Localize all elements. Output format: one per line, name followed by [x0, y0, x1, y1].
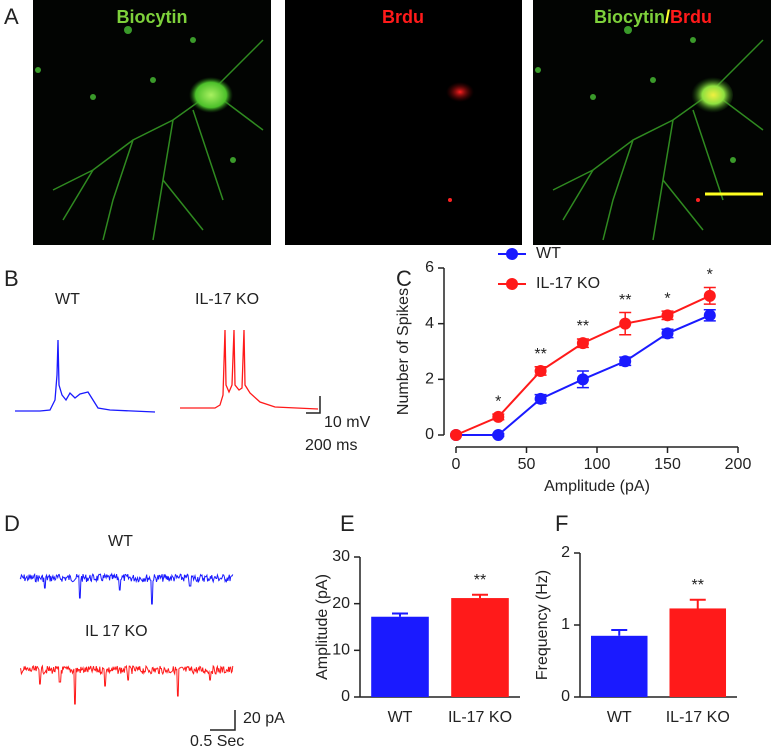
legend-marker — [506, 278, 518, 290]
x-tick-label: WT — [607, 709, 632, 726]
trace-label: WT — [55, 291, 80, 308]
legend-label: IL-17 KO — [536, 275, 600, 292]
y-axis-label: Number of Spikes — [395, 288, 412, 415]
image-title: Biocytin — [116, 7, 187, 27]
y-tick-label: 0 — [561, 688, 570, 705]
trace — [20, 664, 234, 705]
point — [576, 373, 589, 386]
title-part: Biocytin — [594, 7, 665, 27]
x-tick-label: 150 — [654, 456, 681, 473]
point — [492, 410, 505, 423]
point — [619, 317, 632, 330]
significance: ** — [619, 292, 631, 309]
y-tick-label: 20 — [332, 595, 350, 612]
point — [703, 309, 716, 322]
legend-marker — [506, 248, 518, 260]
bar — [590, 635, 648, 697]
point — [534, 392, 547, 405]
y-tick-label: 30 — [332, 548, 350, 565]
y-tick-label: 4 — [425, 315, 434, 332]
title-part: Brdu — [670, 7, 712, 27]
point — [450, 429, 462, 441]
significance: ** — [474, 572, 486, 589]
image-title: Biocytin/Brdu — [594, 7, 712, 27]
y-tick-label: 6 — [425, 259, 434, 276]
bar — [451, 598, 509, 697]
y-tick-label: 10 — [332, 642, 350, 659]
point — [492, 429, 505, 441]
significance: * — [707, 267, 713, 284]
panel-label: B — [4, 266, 19, 291]
x-tick-label: 50 — [518, 456, 536, 473]
scale-label: 200 ms — [305, 437, 357, 454]
significance: ** — [534, 346, 546, 363]
scale-label: 10 mV — [324, 414, 371, 431]
y-axis-label: Frequency (Hz) — [534, 570, 551, 680]
error-bar — [392, 612, 408, 617]
x-tick-label: 0 — [452, 456, 461, 473]
trace-label: IL 17 KO — [85, 623, 148, 640]
panel-label: C — [396, 266, 412, 291]
legend-label: WT — [536, 245, 561, 262]
y-tick-label: 0 — [341, 688, 350, 705]
significance: ** — [692, 577, 704, 594]
trace — [180, 329, 319, 410]
point — [619, 355, 632, 368]
panel-label: F — [555, 511, 568, 536]
title-part: / — [665, 7, 670, 27]
x-axis-label: Amplitude (pA) — [544, 478, 650, 495]
panel-a-images — [32, 0, 772, 246]
scale-label: 20 pA — [243, 710, 285, 727]
point — [534, 364, 547, 377]
point — [661, 327, 674, 340]
trace — [19, 572, 234, 605]
y-axis-label: Amplitude (pA) — [314, 574, 331, 680]
point — [703, 289, 716, 302]
point — [661, 309, 674, 322]
panel-label: E — [340, 511, 355, 536]
error-bar — [611, 629, 628, 636]
significance: * — [664, 290, 670, 307]
error-bar — [689, 598, 706, 609]
bar — [669, 608, 727, 697]
x-tick-label: IL-17 KO — [448, 709, 512, 726]
y-tick-label: 2 — [425, 371, 434, 388]
x-tick-label: IL-17 KO — [666, 709, 730, 726]
trace — [15, 339, 156, 413]
x-tick-label: WT — [388, 709, 413, 726]
panel-label: A — [4, 4, 19, 29]
trace-label: WT — [108, 533, 133, 550]
panel-label: D — [4, 511, 20, 536]
significance: * — [495, 393, 501, 410]
image-title: Brdu — [382, 7, 424, 27]
error-bar — [472, 593, 488, 599]
significance: ** — [577, 318, 589, 335]
scale-bar — [210, 710, 236, 731]
y-tick-label: 1 — [561, 616, 570, 633]
scale-label: 0.5 Sec — [190, 733, 244, 750]
x-tick-label: 100 — [584, 456, 611, 473]
y-tick-label: 0 — [425, 426, 434, 443]
y-tick-label: 2 — [561, 544, 570, 561]
bar — [371, 616, 429, 697]
trace-label: IL-17 KO — [195, 291, 259, 308]
scale-bar — [306, 396, 321, 414]
point — [576, 337, 589, 350]
x-tick-label: 200 — [725, 456, 752, 473]
